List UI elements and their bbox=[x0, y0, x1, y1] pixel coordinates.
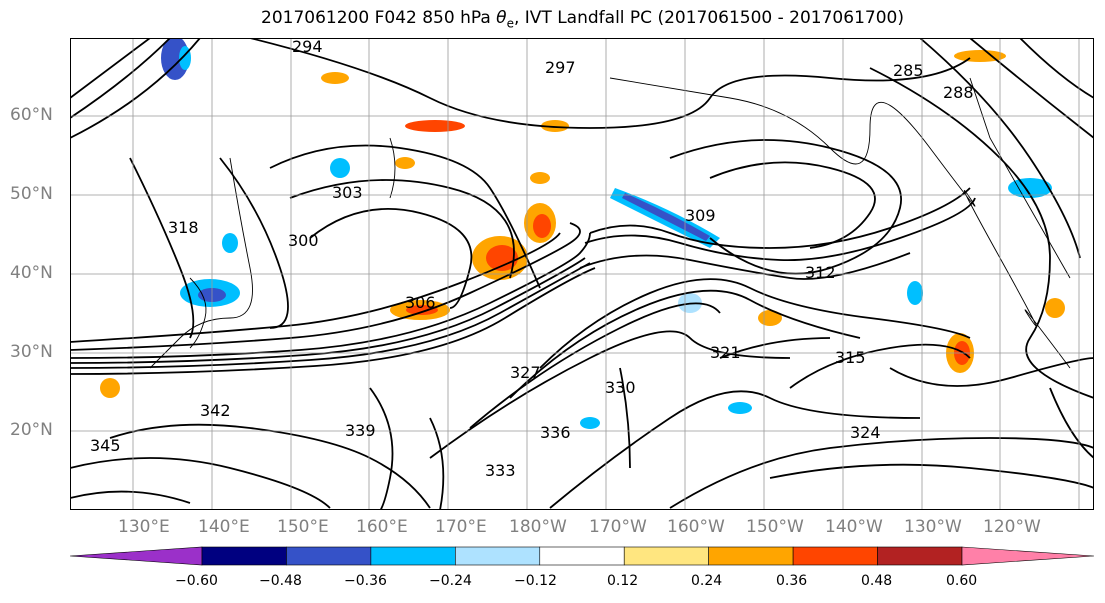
colorbar-segment bbox=[792, 546, 878, 566]
graticule bbox=[70, 38, 1094, 510]
contour-label: 318 bbox=[168, 218, 199, 237]
lon-label: 150°E bbox=[277, 517, 329, 537]
colorbar-tick-label: −0.24 bbox=[429, 573, 472, 589]
contour-label: 342 bbox=[200, 401, 231, 420]
lat-label: 40°N bbox=[10, 263, 53, 283]
contour-label: 300 bbox=[288, 231, 319, 250]
colorbar-tick-label: 0.36 bbox=[776, 573, 808, 589]
contour-label: 312 bbox=[805, 263, 836, 282]
colorbar-tick-label: 0.12 bbox=[607, 573, 639, 589]
contour-label: 345 bbox=[90, 436, 121, 455]
contour-labels: 294 297 300 303 306 309 312 315 318 321 … bbox=[90, 38, 974, 480]
contour-label: 330 bbox=[605, 378, 636, 397]
colorbar-tick-label: 0.60 bbox=[946, 573, 978, 589]
contour-label: 321 bbox=[710, 343, 741, 362]
colorbar-tick-label: −0.12 bbox=[514, 573, 557, 589]
lon-label: 130°E bbox=[118, 517, 170, 537]
contour-label: 297 bbox=[545, 58, 576, 77]
map-panel: 294 297 300 303 306 309 312 315 318 321 … bbox=[70, 38, 1094, 510]
lat-label: 30°N bbox=[10, 342, 53, 362]
lon-label: 130°W bbox=[904, 517, 962, 537]
contour-label: 303 bbox=[332, 183, 363, 202]
lon-label: 120°W bbox=[983, 517, 1041, 537]
colorbar-tick-label: −0.36 bbox=[344, 573, 387, 589]
contour-label: 288 bbox=[943, 83, 974, 102]
colorbar-segment bbox=[539, 546, 625, 566]
lat-label: 20°N bbox=[10, 420, 53, 440]
colorbar-extend-min bbox=[70, 546, 203, 566]
contour-label: 336 bbox=[540, 423, 571, 442]
coastlines bbox=[149, 77, 1071, 369]
lon-label: 160°W bbox=[667, 517, 725, 537]
colorbar-tick-label: 0.24 bbox=[691, 573, 723, 589]
lon-label: 140°W bbox=[825, 517, 883, 537]
contour-label: 294 bbox=[292, 38, 323, 56]
colorbar-segment bbox=[623, 546, 709, 566]
colorbar bbox=[70, 546, 1094, 566]
contour-label: 324 bbox=[850, 423, 881, 442]
colorbar-segment bbox=[708, 546, 794, 566]
lon-label: 150°W bbox=[746, 517, 804, 537]
contour-label: 315 bbox=[835, 348, 866, 367]
lon-label: 170°E bbox=[435, 517, 487, 537]
lon-label: 140°E bbox=[198, 517, 250, 537]
lon-label: 170°W bbox=[589, 517, 647, 537]
lon-label: 160°E bbox=[356, 517, 408, 537]
contour-label: 306 bbox=[405, 293, 436, 312]
lat-label: 50°N bbox=[10, 184, 53, 204]
theta-e-contours bbox=[70, 38, 1094, 510]
colorbar-segment bbox=[286, 546, 372, 566]
colorbar-extend-max bbox=[961, 546, 1094, 566]
map-frame bbox=[70, 38, 1094, 510]
colorbar-segment bbox=[370, 546, 456, 566]
lon-label: 180°W bbox=[509, 517, 567, 537]
chart-title: 2017061200 F042 850 hPa θe, IVT Landfall… bbox=[261, 8, 904, 31]
colorbar-tick-label: 0.48 bbox=[861, 573, 893, 589]
colorbar-tick-label: −0.48 bbox=[259, 573, 302, 589]
colorbar-tick-label: −0.60 bbox=[175, 573, 218, 589]
contour-label: 327 bbox=[510, 363, 541, 382]
lat-label: 60°N bbox=[10, 105, 53, 125]
contour-label: 333 bbox=[485, 461, 516, 480]
contour-label: 285 bbox=[893, 61, 924, 80]
colorbar-segment bbox=[877, 546, 963, 566]
contour-label: 309 bbox=[685, 206, 716, 225]
colorbar-segment bbox=[455, 546, 541, 566]
colorbar-segment bbox=[201, 546, 287, 566]
anomaly-shading bbox=[100, 38, 1065, 429]
contour-label: 339 bbox=[345, 421, 376, 440]
